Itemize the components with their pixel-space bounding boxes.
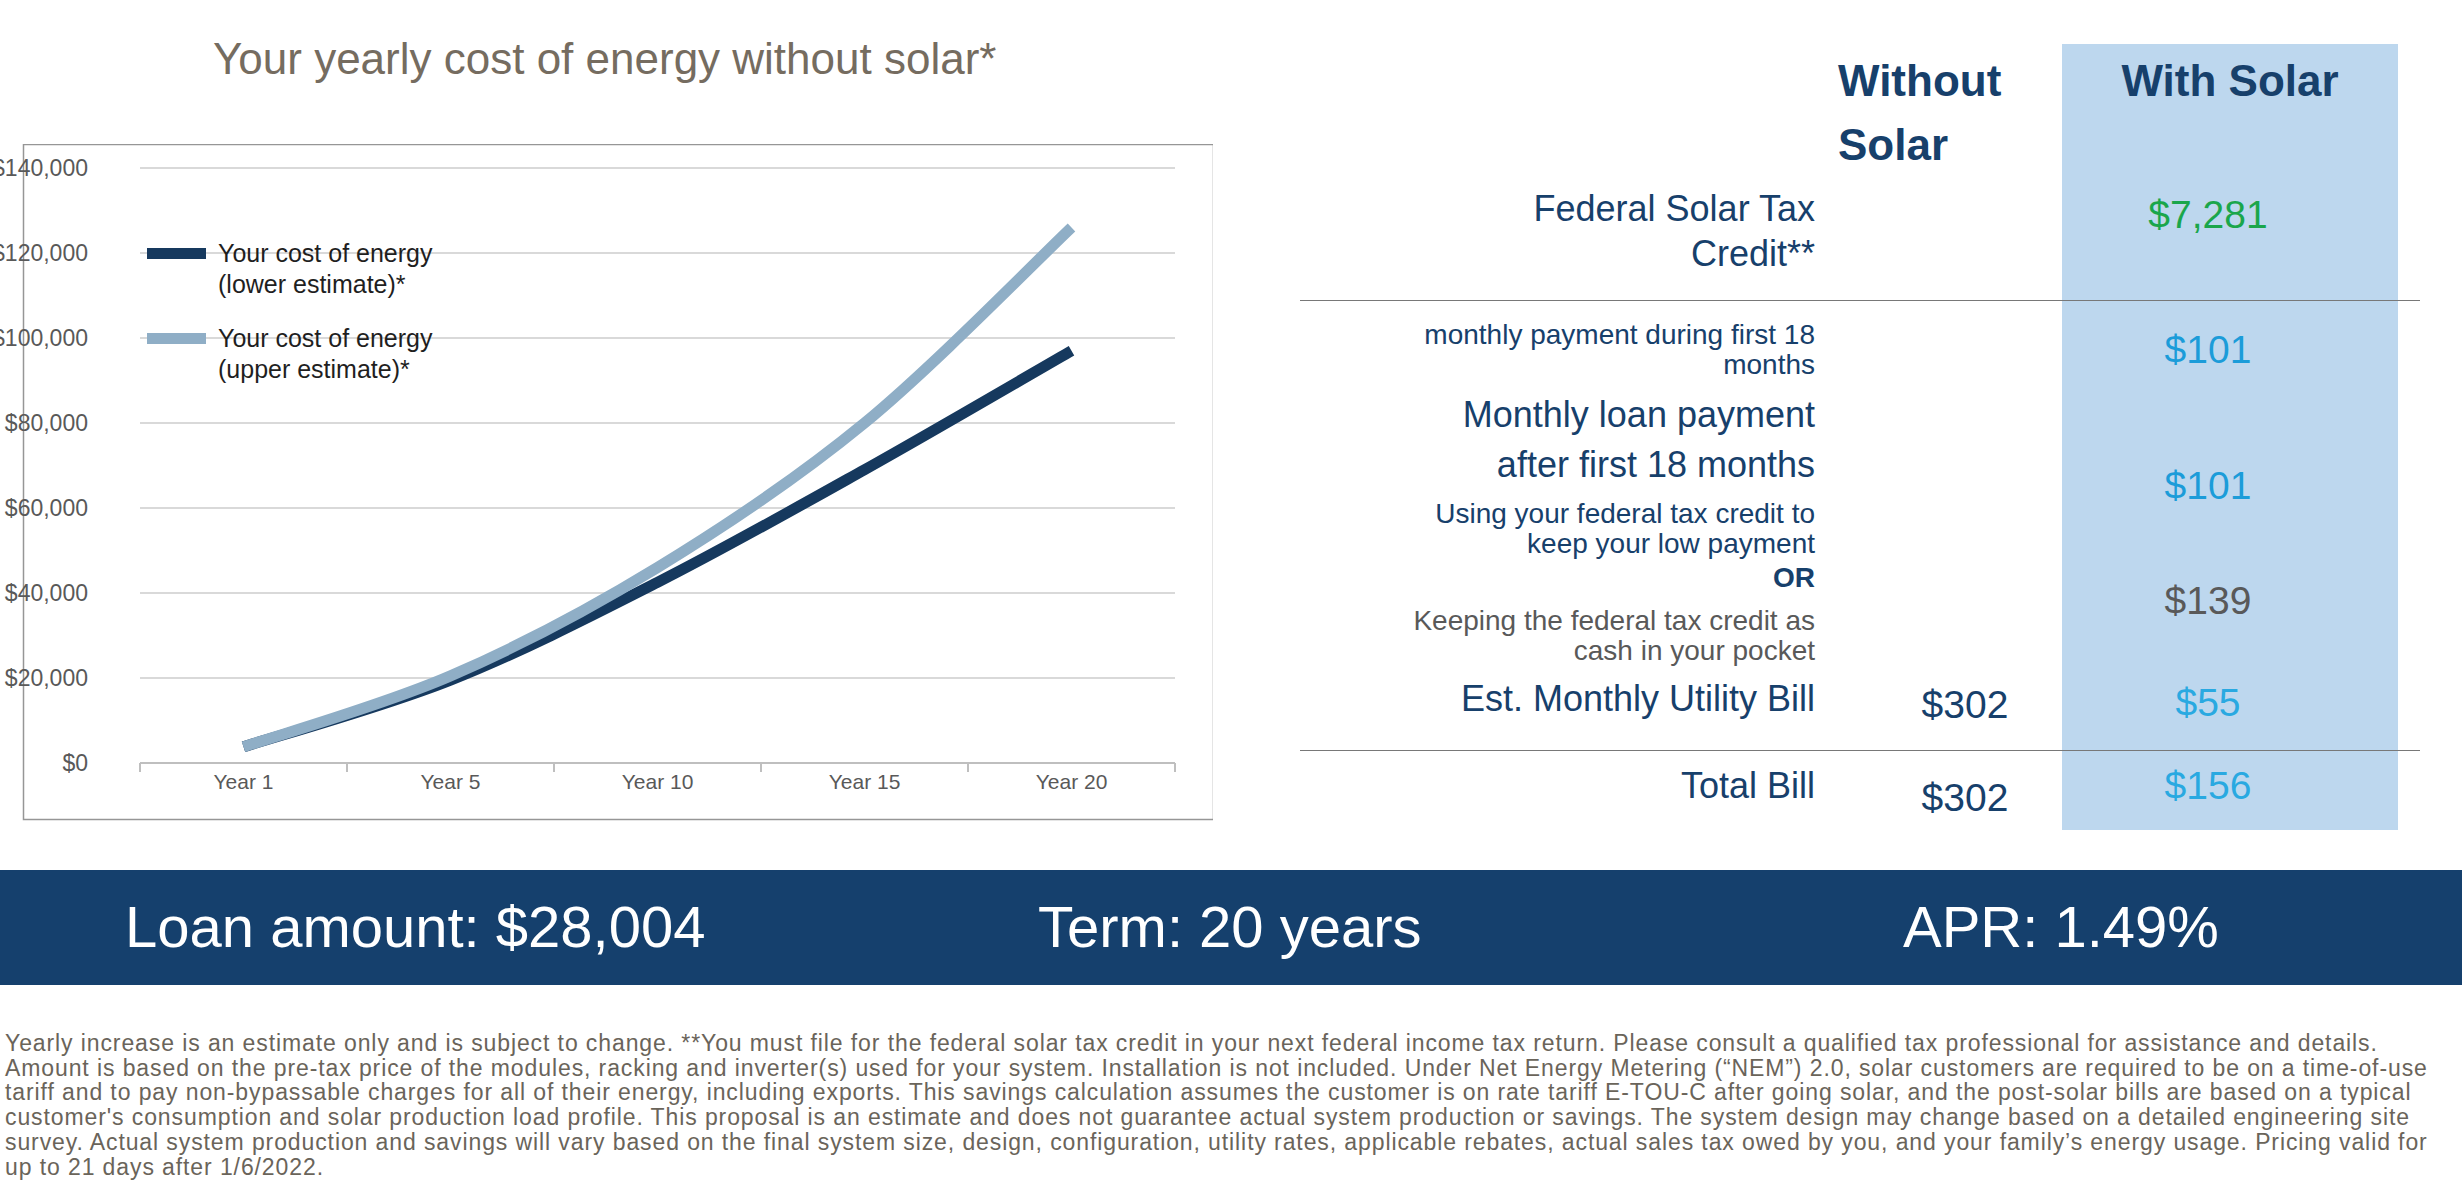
row-label-using-tax-credit: Using your federal tax credit to keep yo… [1375, 499, 1815, 559]
row-label-federal-tax-credit: Federal Solar Tax Credit** [1475, 186, 1815, 276]
svg-text:Year 1: Year 1 [214, 770, 274, 793]
svg-text:(upper estimate)*: (upper estimate)* [218, 355, 410, 383]
table-divider-top [1300, 300, 2420, 301]
svg-text:(lower estimate)*: (lower estimate)* [218, 270, 406, 298]
value-utility-bill-without-solar: $302 [1850, 685, 2080, 724]
solar-proposal-page: Your yearly cost of energy without solar… [0, 0, 2462, 1202]
loan-apr-text: APR: 1.49% [1903, 893, 2219, 960]
row-label-est-monthly-utility-bill: Est. Monthly Utility Bill [1255, 677, 1815, 721]
loan-summary-banner: Loan amount: $28,004 Term: 20 years APR:… [0, 870, 2462, 985]
svg-text:$120,000: $120,000 [0, 240, 88, 266]
column-header-without-solar: Without Solar [1838, 49, 2053, 177]
row-label-monthly-payment-first-18: monthly payment during first 18 months [1360, 320, 1815, 380]
svg-text:Year 20: Year 20 [1036, 770, 1108, 793]
loan-term-text: Term: 20 years [1038, 893, 1422, 960]
svg-text:$20,000: $20,000 [5, 665, 88, 691]
value-keeping-tax-credit-with-solar: $139 [2062, 581, 2354, 620]
value-utility-bill-with-solar: $55 [2062, 683, 2354, 722]
value-monthly-loan-payment-with-solar: $101 [2062, 466, 2354, 505]
svg-text:Year 10: Year 10 [622, 770, 694, 793]
svg-text:$0: $0 [62, 750, 88, 776]
disclaimer-text: Yearly increase is an estimate only and … [5, 1031, 2459, 1179]
svg-text:Year 15: Year 15 [829, 770, 901, 793]
svg-text:$80,000: $80,000 [5, 410, 88, 436]
row-label-monthly-loan-payment: Monthly loan payment after first 18 mont… [1415, 390, 1815, 490]
value-total-bill-without-solar: $302 [1850, 778, 2080, 817]
svg-text:$60,000: $60,000 [5, 495, 88, 521]
svg-text:$100,000: $100,000 [0, 325, 88, 351]
svg-text:Your cost of energy: Your cost of energy [218, 239, 433, 267]
loan-amount-text: Loan amount: $28,004 [125, 893, 705, 960]
svg-text:$40,000: $40,000 [5, 580, 88, 606]
row-label-or: OR [1255, 563, 1815, 593]
svg-text:Year 5: Year 5 [421, 770, 481, 793]
column-header-with-solar: With Solar [2062, 49, 2398, 113]
energy-cost-chart: $0 $20,000 $40,000 $60,000 $80,000 $100,000 $1… [0, 144, 1213, 822]
value-monthly-payment-first-18-with-solar: $101 [2062, 330, 2354, 369]
row-label-total-bill: Total Bill [1255, 764, 1815, 808]
table-divider-total [1300, 750, 2420, 751]
value-federal-tax-credit-with-solar: $7,281 [2062, 195, 2354, 234]
chart-title: Your yearly cost of energy without solar… [213, 34, 996, 84]
value-total-bill-with-solar: $156 [2062, 766, 2354, 805]
svg-text:$140,000: $140,000 [0, 155, 88, 181]
svg-text:Your cost of energy: Your cost of energy [218, 324, 433, 352]
row-label-keeping-tax-credit: Keeping the federal tax credit as cash i… [1365, 606, 1815, 666]
